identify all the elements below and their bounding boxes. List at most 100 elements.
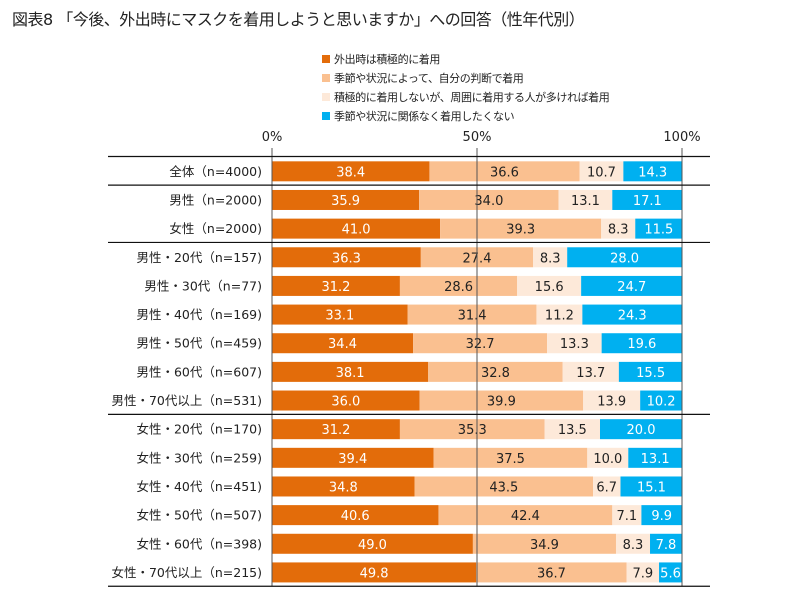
data-label: 19.6: [627, 337, 656, 352]
data-label: 36.0: [331, 395, 360, 410]
data-label: 15.1: [637, 480, 666, 495]
bar-segment: [440, 218, 602, 239]
data-label: 40.6: [341, 509, 370, 524]
category-label: 男性・20代（n=157): [136, 250, 262, 265]
bar-segment: [272, 189, 420, 210]
bar-segment: [272, 562, 477, 583]
bar-segment: [562, 361, 619, 382]
category-label: 男性（n=2000): [169, 192, 262, 207]
category-label: 全体（n=4000): [169, 164, 262, 179]
data-label: 32.7: [466, 337, 495, 352]
data-label: 34.8: [329, 480, 358, 495]
bar-segment: [640, 390, 682, 411]
data-label: 13.3: [560, 337, 589, 352]
x-tick-label: 100%: [663, 130, 700, 145]
category-label: 男性・40代（n=169): [136, 307, 262, 322]
bar-segment: [429, 161, 580, 182]
category-label: 女性・50代（n=507): [136, 508, 262, 523]
bar-segment: [593, 476, 621, 497]
category-label: 女性・30代（n=259): [136, 450, 262, 465]
bar-segment: [272, 505, 439, 526]
bar-segment: [600, 419, 682, 440]
data-label: 13.1: [641, 452, 670, 467]
data-label: 34.4: [328, 337, 357, 352]
legend-swatch: [322, 92, 330, 101]
data-label: 43.5: [489, 480, 518, 495]
data-label: 13.5: [558, 423, 587, 438]
category-label: 男性・30代（n=77): [144, 278, 262, 293]
bar-segment: [626, 562, 660, 583]
bar-segment: [272, 476, 415, 497]
bar-segment: [272, 161, 430, 182]
data-label: 34.0: [474, 194, 503, 209]
data-label: 20.0: [627, 423, 656, 438]
bar-segment: [438, 505, 613, 526]
data-label: 17.1: [633, 194, 662, 209]
legend-label: 積極的に着用しないが、周囲に着用する人が多ければ着用: [334, 90, 610, 104]
data-label: 14.3: [638, 165, 667, 180]
data-label: 36.6: [490, 165, 519, 180]
bar-segment: [582, 304, 682, 325]
chart-title: 図表8 「今後、外出時にマスクを着用しようと思いますか」への回答（性年代別）: [12, 10, 585, 29]
data-label: 39.4: [338, 452, 367, 467]
bar-segment: [407, 304, 537, 325]
bar-segment: [399, 419, 545, 440]
bar-segment: [413, 333, 548, 354]
bar-segment: [659, 562, 682, 583]
bar-segment: [641, 505, 682, 526]
category-label: 女性・40代（n=451): [136, 479, 262, 494]
bar-segment: [618, 361, 683, 382]
bar-segment: [272, 533, 473, 554]
data-label: 8.3: [608, 223, 629, 238]
bar-segment: [612, 505, 642, 526]
legend-item: 外出時は積極的に着用: [322, 49, 609, 68]
data-label: 39.9: [487, 395, 516, 410]
data-label: 24.3: [618, 309, 647, 324]
bar-segment: [272, 419, 400, 440]
bar-segment: [517, 275, 582, 296]
category-label: 女性・70代以上（n=215): [111, 565, 262, 580]
x-tick-label: 0%: [262, 130, 283, 145]
legend-swatch: [322, 54, 330, 63]
bar-segment: [272, 390, 420, 411]
bar-segment: [601, 333, 682, 354]
legend-label: 季節や状況によって、自分の判断で着用: [334, 71, 524, 85]
bar-segment: [628, 447, 682, 468]
category-label: 女性（n=2000): [169, 221, 262, 236]
data-label: 13.1: [571, 194, 600, 209]
bar-segment: [272, 247, 421, 268]
bar-segment: [272, 304, 408, 325]
data-label: 7.9: [633, 566, 654, 581]
data-label: 34.9: [530, 538, 559, 553]
data-label: 6.7: [596, 480, 617, 495]
category-label: 女性・60代（n=398): [136, 536, 262, 551]
data-label: 32.8: [481, 366, 510, 381]
data-label: 36.3: [332, 251, 361, 266]
x-tick-label: 50%: [463, 130, 492, 145]
data-label: 8.3: [540, 251, 561, 266]
legend-item: 積極的に着用しないが、周囲に着用する人が多ければ着用: [322, 87, 610, 106]
data-label: 31.2: [321, 280, 350, 295]
data-label: 7.1: [617, 509, 638, 524]
data-label: 24.7: [617, 280, 646, 295]
data-label: 38.4: [336, 165, 365, 180]
data-label: 15.6: [535, 280, 564, 295]
data-label: 39.3: [506, 223, 535, 238]
legend-swatch: [322, 73, 330, 82]
legend-swatch: [322, 111, 330, 120]
data-label: 35.9: [331, 194, 360, 209]
bar-segment: [272, 333, 414, 354]
data-label: 10.7: [587, 165, 616, 180]
legend-item: 季節や状況に関係なく着用したくない: [322, 106, 609, 125]
bar-segment: [579, 161, 624, 182]
bar-segment: [419, 390, 584, 411]
bar-segment: [399, 275, 518, 296]
legend: 外出時は積極的に着用 季節や状況によって、自分の判断で着用 積極的に着用しないが…: [322, 49, 610, 125]
bar-segment: [615, 533, 651, 554]
bar-segment: [533, 247, 568, 268]
data-label: 8.3: [623, 538, 644, 553]
bar-segment: [583, 390, 641, 411]
data-label: 11.2: [545, 309, 574, 324]
bar-segment: [476, 562, 627, 583]
